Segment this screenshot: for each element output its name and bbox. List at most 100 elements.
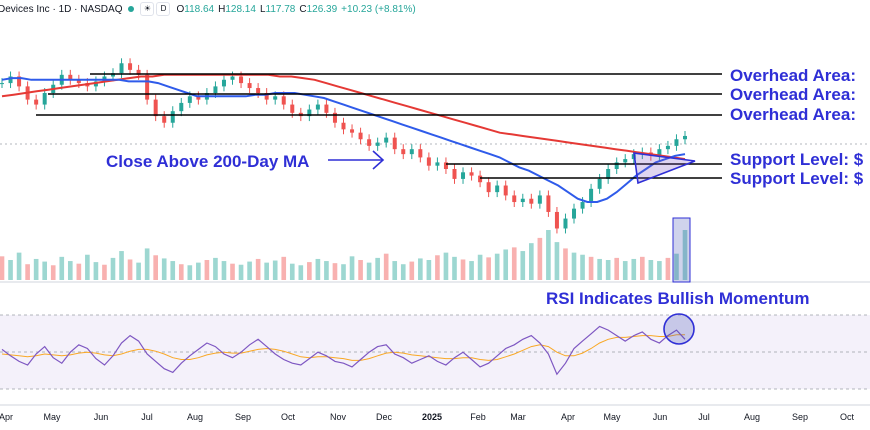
- candle-body: [145, 74, 150, 100]
- candle-body: [76, 79, 81, 84]
- candle-body: [290, 104, 295, 113]
- volume-bar: [682, 230, 688, 280]
- volume-bar: [494, 253, 500, 280]
- volume-bar: [230, 263, 235, 280]
- volume-bar: [639, 256, 645, 280]
- volume-bar: [392, 261, 398, 280]
- candle-body: [657, 149, 662, 156]
- volume-bar: [554, 242, 560, 280]
- high-value: 128.14: [225, 3, 256, 15]
- volume-bar: [597, 258, 602, 280]
- volume-bar: [16, 252, 22, 280]
- candle-body: [367, 139, 372, 146]
- volume-bar: [161, 258, 167, 280]
- volume-bar: [255, 258, 261, 280]
- x-tick-label: Oct: [840, 412, 855, 422]
- pennant-pattern: [633, 152, 696, 185]
- volume-bar: [324, 261, 329, 280]
- candle-body: [563, 218, 568, 229]
- x-tick-label: Aug: [187, 412, 203, 422]
- candle-body: [68, 74, 73, 80]
- volume-bar: [144, 248, 150, 280]
- candle-body: [606, 169, 611, 179]
- candle-body: [179, 102, 184, 112]
- volume-bar: [264, 262, 269, 280]
- rsi-note-label: RSI Indicates Bullish Momentum: [546, 289, 810, 308]
- volume-bar: [221, 261, 227, 280]
- volume-bar: [298, 265, 304, 280]
- candle-body: [435, 162, 440, 166]
- x-tick-label: Dec: [376, 412, 393, 422]
- volume-bar: [674, 253, 679, 280]
- volume-bar: [383, 253, 389, 280]
- candle-body: [580, 202, 585, 209]
- candle-body: [247, 83, 252, 89]
- volume-bar: [67, 261, 73, 280]
- support-label-2: Support Level: $: [730, 169, 864, 188]
- volume-bar: [50, 265, 56, 280]
- candle-body: [426, 157, 431, 166]
- volume-bar: [580, 254, 585, 280]
- candle-body: [418, 149, 423, 158]
- volume-bar: [358, 260, 363, 280]
- candle-body: [443, 162, 448, 169]
- volume-bar: [85, 254, 90, 280]
- close-value: 126.39: [306, 3, 338, 15]
- volume-bar: [529, 243, 534, 280]
- volume-bar: [110, 257, 116, 280]
- volume-bar: [204, 260, 210, 280]
- candle-body: [196, 96, 201, 100]
- x-tick-label: Apr: [561, 412, 575, 422]
- candle-body: [187, 96, 192, 103]
- time-axis[interactable]: Apr May Jun Jul Aug Sep Oct Nov Dec 2025 Feb Mar Apr…: [0, 412, 854, 422]
- volume-bar: [511, 247, 517, 280]
- rsi-ma-line: [1, 334, 685, 361]
- candle-body: [34, 99, 39, 105]
- candle-body: [0, 83, 4, 85]
- x-tick-label: Apr: [0, 412, 13, 422]
- rsi-highlight: [663, 313, 695, 345]
- volume-bar: [102, 264, 107, 280]
- candle-body: [529, 198, 534, 204]
- volume-bar: [452, 256, 457, 280]
- volume-bar: [546, 230, 551, 280]
- candle-body: [153, 99, 158, 117]
- volume-bar: [520, 251, 526, 280]
- volume-bar: [426, 260, 432, 280]
- candle-body: [273, 96, 278, 100]
- x-tick-label: Nov: [330, 412, 347, 422]
- volume-bar: [170, 261, 176, 280]
- sun-icon[interactable]: ☀: [140, 2, 155, 16]
- volume-bar: [0, 256, 5, 280]
- candle-body: [221, 79, 226, 87]
- volume-bar: [460, 259, 466, 280]
- volume-bar: [136, 262, 141, 280]
- volume-bar: [178, 264, 184, 280]
- volume-bar: [272, 260, 278, 280]
- volume-bar: [665, 257, 671, 280]
- candle-body: [495, 185, 500, 193]
- x-tick-label: Jun: [94, 412, 109, 422]
- candle-body: [452, 169, 457, 179]
- volume-bar: [8, 260, 13, 280]
- price-series: [0, 58, 687, 234]
- x-tick-label: Jul: [698, 412, 710, 422]
- volume-bar: [486, 257, 491, 280]
- open-label: O: [176, 3, 185, 15]
- candle-body: [375, 142, 380, 146]
- volume-bar: [657, 261, 662, 280]
- close-above-ma-label: Close Above 200-Day MA: [106, 152, 309, 171]
- candle-body: [324, 104, 329, 113]
- candle-body: [520, 198, 525, 203]
- arrow-icon: [372, 150, 385, 170]
- dividend-icon[interactable]: D: [156, 2, 171, 16]
- candle-body: [8, 76, 13, 84]
- candle-body: [503, 185, 508, 196]
- candle-body: [239, 76, 244, 84]
- volume-bar: [153, 255, 158, 280]
- symbol-title[interactable]: Devices Inc · 1D · NASDAQ: [0, 3, 123, 15]
- candle-body: [230, 76, 235, 80]
- candle-body: [136, 69, 141, 75]
- candle-body: [537, 195, 542, 204]
